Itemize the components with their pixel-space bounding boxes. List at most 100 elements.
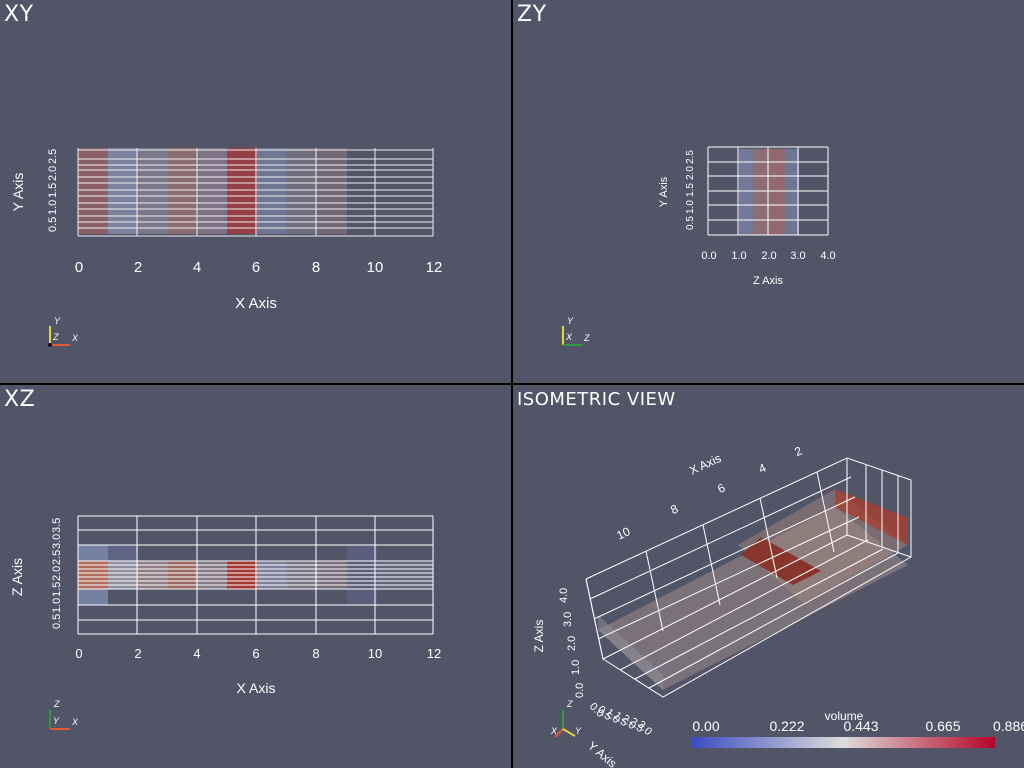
xz-slab [257, 561, 287, 589]
zy-slab [753, 149, 769, 235]
zy-xtick: 3.0 [790, 250, 805, 262]
colorbar-label: 0.443 [843, 718, 878, 734]
triad-label: Y [567, 316, 574, 326]
iso-ylabel: Y Axis [585, 739, 619, 768]
view-title-xz: XZ [4, 387, 36, 412]
xz-ytick: 3.5 [51, 518, 63, 533]
viewport-zy[interactable]: ZY 0.0 1.0 2.0 3.0 4.0 Z Axis [513, 0, 1024, 383]
xy-ytick: 0.5 [47, 217, 59, 232]
xz-volume-slabs [78, 545, 433, 605]
xz-xtick: 0 [75, 646, 82, 661]
xy-xtick: 10 [367, 259, 384, 276]
xz-slab [287, 561, 317, 589]
iso-ztick: 1.0 [570, 660, 582, 675]
iso-xlabel: X Axis [687, 451, 723, 478]
zy-volume-slabs [739, 149, 799, 235]
xz-slab [108, 561, 138, 589]
iso-ztick: 3.0 [562, 612, 574, 627]
xz-ylabel: Z Axis [9, 558, 25, 596]
iso-xtick: 4 [756, 460, 768, 476]
xy-slab [287, 148, 317, 234]
zy-plot: 0.0 1.0 2.0 3.0 4.0 Z Axis Y Axis 0.5 1.… [562, 146, 836, 346]
zy-ytick: 2.5 [685, 150, 696, 164]
zy-ytick: 1.0 [685, 200, 696, 214]
triad-label: X [565, 332, 573, 342]
xz-xtick: 6 [252, 646, 259, 661]
xz-slab [108, 545, 138, 561]
view-title-zy: ZY [517, 2, 547, 27]
triad-label: X [550, 726, 558, 736]
triad-label: Z [53, 699, 60, 709]
iso-xtick: 2 [792, 443, 804, 459]
xz-slab [138, 561, 168, 589]
zy-slab [785, 149, 799, 235]
xy-ytick: 1.0 [47, 200, 59, 215]
zy-xlabel: Z Axis [753, 275, 783, 287]
xy-xtick: 2 [134, 259, 142, 276]
xy-slab [138, 148, 168, 234]
triad-label: Z [583, 333, 590, 343]
xy-ytick: 2.5 [47, 149, 59, 164]
zy-xtick: 4.0 [820, 250, 835, 262]
xz-ytick: 0.5 [51, 614, 63, 629]
xy-slab [317, 148, 347, 234]
xz-slab [197, 561, 227, 589]
iso-zlabel: Z Axis [532, 620, 546, 653]
xz-xtick: 8 [312, 646, 319, 661]
xz-xlabel: X Axis [237, 680, 276, 696]
zy-grid [707, 146, 829, 236]
iso-orientation-triad: Z X Y [550, 699, 582, 738]
xy-plot: 0 2 4 6 8 10 12 X Axis Y Axis 0.5 1.0 1.… [10, 148, 443, 347]
iso-ztick: 4.0 [558, 588, 570, 603]
iso-hot-block [741, 537, 821, 585]
triad-label: X [71, 333, 79, 343]
colorbar-label: 0.222 [769, 718, 804, 734]
xz-slab [347, 545, 377, 605]
xz-plot: 0 2 4 6 8 10 12 X Axis Z Axis 0.5 1.0 1.… [9, 515, 441, 730]
xz-slab [78, 561, 108, 589]
triad-label: Y [575, 726, 582, 736]
xz-ytick: 1.5 [51, 582, 63, 597]
colorbar-label: 0.665 [925, 718, 960, 734]
iso-hot-block [835, 489, 908, 545]
zy-xtick: 2.0 [761, 250, 776, 262]
xz-grid [77, 515, 434, 635]
xy-xlabel: X Axis [235, 295, 277, 312]
xz-slab [377, 561, 433, 589]
viewport-xz[interactable]: XZ [0, 385, 511, 768]
colorbar-label: 0.00 [692, 718, 719, 734]
view-title-isometric: ISOMETRIC VIEW [517, 389, 676, 410]
xy-xtick: 12 [426, 259, 443, 276]
colorbar-gradient [691, 737, 995, 748]
zy-ylabel: Y Axis [658, 176, 670, 207]
xy-slab [257, 148, 287, 234]
xy-xtick: 0 [75, 259, 83, 276]
xy-slab [168, 148, 198, 234]
xy-orientation-triad: Y Z X [48, 316, 79, 347]
triad-label: Y [53, 716, 60, 726]
iso-plot: 10 8 6 4 2 X Axis Z Axis 0.0 1.0 2.0 3.0… [532, 443, 1024, 768]
xy-xtick: 4 [193, 259, 201, 276]
colorbar-title: volume [825, 709, 864, 723]
iso-grid [585, 457, 912, 698]
xy-xtick: 6 [252, 259, 260, 276]
xz-xtick: 2 [134, 646, 141, 661]
xz-xtick: 12 [427, 646, 441, 661]
triad-label: X [71, 717, 79, 727]
zy-ytick: 0.5 [685, 216, 696, 230]
xz-orientation-triad: Z Y X [49, 699, 79, 730]
xy-volume-slabs [78, 148, 347, 234]
xy-ytick: 1.5 [47, 183, 59, 198]
zy-xtick: 0.0 [701, 250, 716, 262]
iso-xtick: 6 [715, 480, 727, 496]
xz-ytick: 1.0 [51, 598, 63, 613]
xy-grid [77, 148, 434, 237]
xy-xtick: 8 [312, 259, 320, 276]
viewport-xy[interactable]: XY [0, 0, 511, 383]
viewport-isometric[interactable]: ISOMETRIC VIEW [513, 385, 1024, 768]
xy-slab [198, 148, 227, 234]
zy-slab [769, 149, 785, 235]
zy-ytick: 1.5 [685, 183, 696, 197]
xz-slab [168, 561, 197, 589]
